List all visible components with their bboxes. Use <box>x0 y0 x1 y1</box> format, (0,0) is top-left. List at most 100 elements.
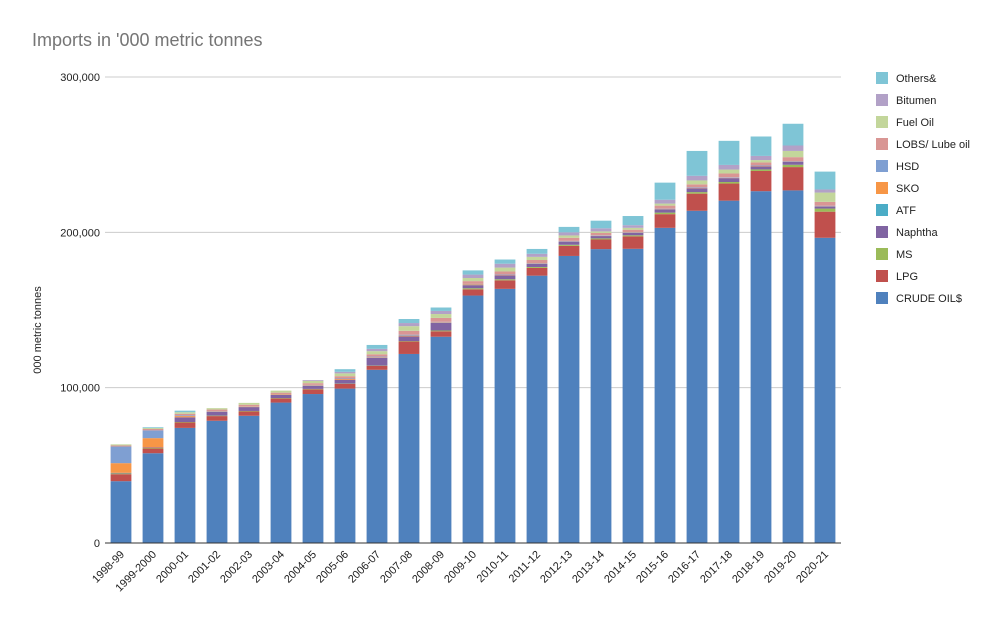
bar-segment <box>462 289 484 296</box>
y-axis-ticks: 0 100,000 200,000 300,000 <box>60 72 100 550</box>
bar-segment <box>430 322 452 331</box>
bar-segment <box>174 412 196 414</box>
bar-segment <box>814 201 836 206</box>
bar-segment <box>622 232 644 236</box>
legend-swatch <box>876 248 888 260</box>
x-tick-label: 2000-01 <box>154 549 191 586</box>
y-tick-label: 200,000 <box>60 227 100 239</box>
bar-segment <box>654 205 676 209</box>
legend-label: ATF <box>896 205 916 217</box>
bar-segment <box>814 211 836 238</box>
bar-segment <box>270 390 292 393</box>
x-tick-label: 2012-13 <box>538 549 575 586</box>
bar-segment <box>750 160 772 163</box>
bar-segment <box>142 428 164 429</box>
bar-segment <box>814 237 836 543</box>
x-tick-label: 2004-05 <box>282 549 319 586</box>
bar-segment <box>558 235 580 238</box>
bar-segment <box>398 319 420 324</box>
legend-label: CRUDE OIL$ <box>896 293 962 305</box>
bar-segment <box>462 288 484 290</box>
x-tick-label: 2005-06 <box>314 549 351 586</box>
bar-segment <box>686 150 708 176</box>
bar-segment <box>270 402 292 543</box>
bar-segment <box>334 383 356 389</box>
bar-segment <box>430 307 452 311</box>
bar-segment <box>270 398 292 403</box>
bar-segment <box>302 385 324 389</box>
bar-segment <box>206 408 228 410</box>
bar-segment <box>654 209 676 213</box>
bar-segment <box>526 259 548 264</box>
bar-segment <box>238 402 260 405</box>
y-tick-label: 0 <box>94 538 100 550</box>
legend-swatch <box>876 270 888 282</box>
bar-segment <box>750 191 772 544</box>
bar-segment <box>782 123 804 146</box>
bar-segment <box>238 415 260 543</box>
bar-segment <box>142 428 164 431</box>
bar-segment <box>622 236 644 249</box>
bar-segment <box>110 444 132 446</box>
bar-segment <box>238 407 260 411</box>
bar-segment <box>782 164 804 168</box>
bar-segment <box>174 427 196 543</box>
bar-segment <box>366 357 388 366</box>
bars <box>110 123 836 544</box>
bar-segment <box>654 182 676 200</box>
x-axis-ticks: 1998-991999-20002000-012001-022002-03200… <box>90 549 831 595</box>
bar-segment <box>302 380 324 381</box>
bar-segment <box>654 227 676 543</box>
bar-segment <box>398 336 420 342</box>
bar-segment <box>430 310 452 315</box>
bar-segment <box>526 275 548 543</box>
bar-segment <box>590 232 612 236</box>
bar-segment <box>110 463 132 473</box>
bar-segment <box>590 228 612 232</box>
bar-segment <box>782 167 804 191</box>
bar-segment <box>110 446 132 464</box>
bar-segment <box>654 203 676 206</box>
bar-segment <box>526 263 548 267</box>
bar-segment <box>334 376 356 379</box>
bar-segment <box>814 171 836 190</box>
bar-segment <box>590 231 612 233</box>
bar-segment <box>558 241 580 245</box>
bar-segment <box>590 249 612 544</box>
bar-segment <box>398 334 420 336</box>
bar-segment <box>686 193 708 211</box>
x-tick-label: 2011-12 <box>507 549 543 585</box>
y-axis-label: 000 metric tonnes <box>32 286 44 374</box>
bar-segment <box>206 411 228 416</box>
bar-segment <box>590 236 612 239</box>
legend-swatch <box>876 94 888 106</box>
bar-segment <box>174 422 196 428</box>
legend-swatch <box>876 138 888 150</box>
bar-segment <box>494 275 516 280</box>
y-tick-label: 100,000 <box>60 383 100 395</box>
bar-segment <box>366 351 388 355</box>
bar-segment <box>558 232 580 236</box>
bar-segment <box>718 140 740 165</box>
x-tick-label: 2018-19 <box>730 549 767 586</box>
x-tick-label: 2020-21 <box>794 549 831 586</box>
x-tick-label: 2009-10 <box>442 549 479 586</box>
bar-segment <box>110 474 132 482</box>
bar-segment <box>590 239 612 250</box>
bar-segment <box>782 145 804 151</box>
bar-segment <box>494 267 516 272</box>
bar-segment <box>526 248 548 254</box>
bar-segment <box>622 235 644 237</box>
bar-segment <box>334 378 356 380</box>
y-tick-label: 300,000 <box>60 72 100 84</box>
bar-segment <box>718 169 740 174</box>
bar-segment <box>270 394 292 399</box>
bar-segment <box>302 383 324 385</box>
bar-segment <box>302 389 324 395</box>
bar-segment <box>366 354 388 357</box>
bar-segment <box>750 170 772 192</box>
bar-segment <box>238 404 260 407</box>
bar-segment <box>590 220 612 229</box>
bar-segment <box>494 279 516 281</box>
legend-swatch <box>876 160 888 172</box>
